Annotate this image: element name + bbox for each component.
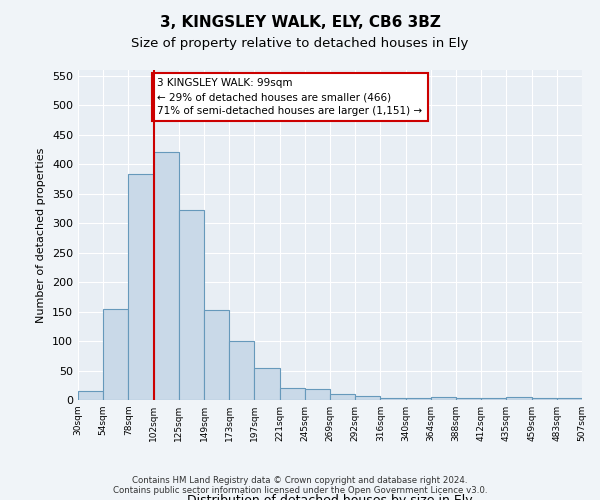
Bar [305, 390, 330, 400]
Bar [557, 398, 582, 400]
Bar [330, 394, 355, 400]
Text: 3, KINGSLEY WALK, ELY, CB6 3BZ: 3, KINGSLEY WALK, ELY, CB6 3BZ [160, 15, 440, 30]
X-axis label: Distribution of detached houses by size in Ely: Distribution of detached houses by size … [187, 494, 473, 500]
Text: 3 KINGSLEY WALK: 99sqm
← 29% of detached houses are smaller (466)
71% of semi-de: 3 KINGSLEY WALK: 99sqm ← 29% of detached… [157, 78, 422, 116]
Bar [78, 391, 103, 400]
Bar [103, 308, 128, 400]
Y-axis label: Number of detached properties: Number of detached properties [37, 148, 46, 322]
Bar [380, 398, 406, 400]
Bar [481, 398, 506, 400]
Text: Size of property relative to detached houses in Ely: Size of property relative to detached ho… [131, 38, 469, 51]
Bar [431, 397, 456, 400]
Bar [532, 398, 557, 400]
Bar [406, 398, 431, 400]
Bar [154, 152, 179, 400]
Bar [355, 396, 380, 400]
Bar [456, 398, 481, 400]
Bar [229, 341, 254, 400]
Bar [128, 174, 154, 400]
Bar [204, 310, 229, 400]
Bar [179, 210, 204, 400]
Bar [506, 397, 532, 400]
Bar [280, 388, 305, 400]
Text: Contains HM Land Registry data © Crown copyright and database right 2024.
Contai: Contains HM Land Registry data © Crown c… [113, 476, 487, 495]
Bar [254, 368, 280, 400]
